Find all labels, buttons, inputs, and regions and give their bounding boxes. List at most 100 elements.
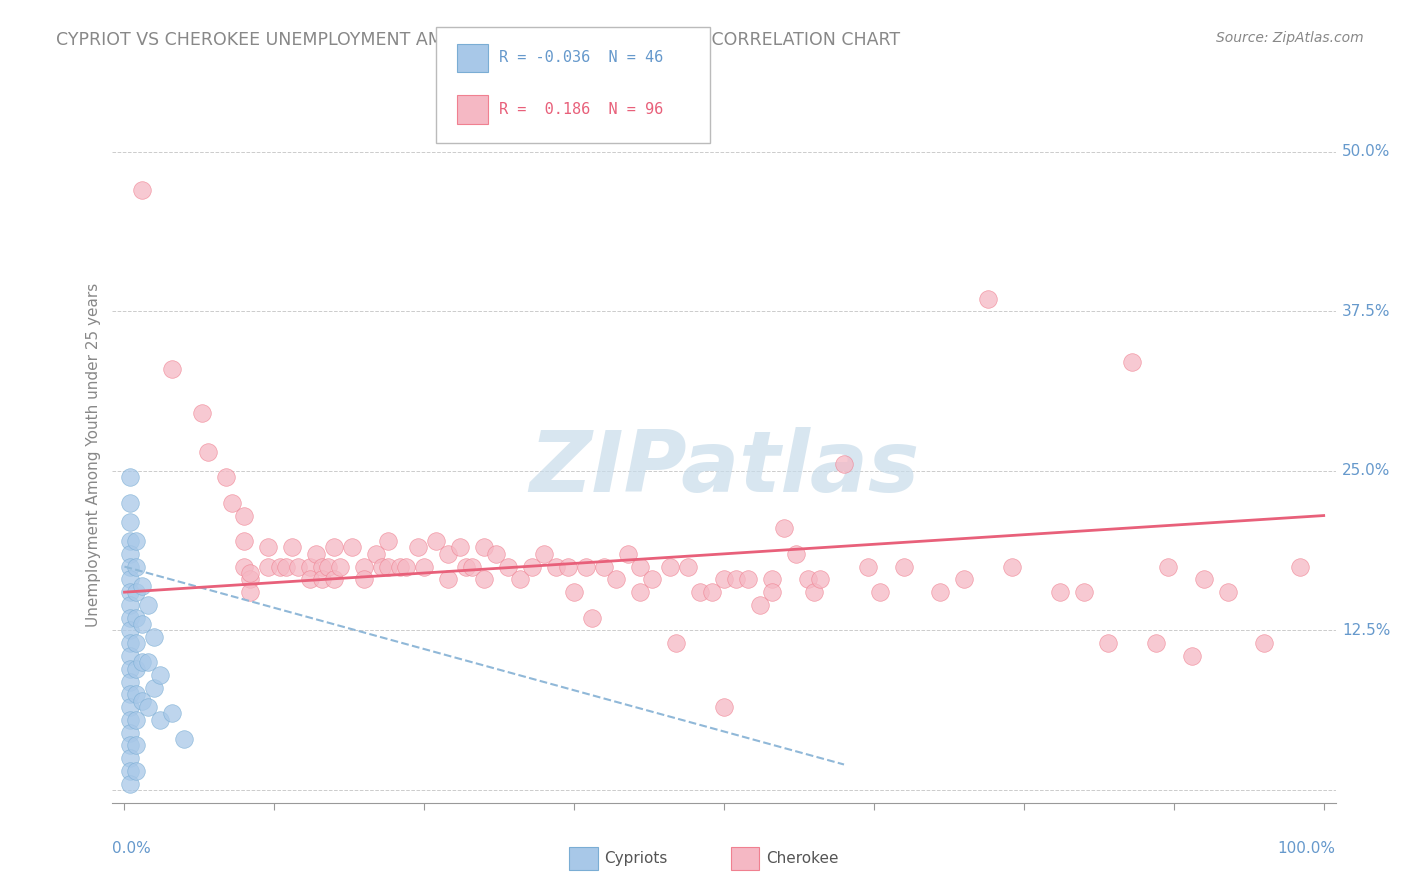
- Point: [353, 559, 375, 574]
- Point: [562, 585, 585, 599]
- Point: [143, 681, 166, 695]
- Text: 37.5%: 37.5%: [1341, 304, 1391, 318]
- Point: [120, 610, 142, 624]
- Point: [1253, 636, 1275, 650]
- Point: [472, 541, 495, 555]
- Point: [125, 739, 148, 753]
- Point: [797, 573, 820, 587]
- Text: ZIPatlas: ZIPatlas: [529, 427, 920, 510]
- Point: [1144, 636, 1167, 650]
- Point: [575, 559, 598, 574]
- Point: [737, 573, 759, 587]
- Point: [131, 183, 153, 197]
- Point: [257, 541, 280, 555]
- Point: [1073, 585, 1095, 599]
- Point: [1049, 585, 1071, 599]
- Text: 100.0%: 100.0%: [1278, 841, 1336, 856]
- Point: [449, 541, 471, 555]
- Text: 12.5%: 12.5%: [1341, 623, 1391, 638]
- Point: [413, 559, 436, 574]
- Point: [869, 585, 891, 599]
- Point: [125, 687, 148, 701]
- Point: [120, 687, 142, 701]
- Point: [233, 534, 256, 549]
- Point: [239, 573, 262, 587]
- Point: [233, 559, 256, 574]
- Point: [257, 559, 280, 574]
- Point: [149, 668, 172, 682]
- Point: [953, 573, 976, 587]
- Point: [311, 559, 333, 574]
- Point: [377, 559, 399, 574]
- Point: [120, 700, 142, 714]
- Point: [461, 559, 484, 574]
- Point: [120, 739, 142, 753]
- Text: R =  0.186  N = 96: R = 0.186 N = 96: [499, 102, 664, 117]
- Point: [191, 406, 214, 420]
- Point: [120, 777, 142, 791]
- Point: [456, 559, 478, 574]
- Point: [120, 573, 142, 587]
- Point: [581, 610, 603, 624]
- Point: [269, 559, 291, 574]
- Point: [437, 573, 460, 587]
- Point: [659, 559, 682, 574]
- Point: [125, 534, 148, 549]
- Point: [221, 496, 243, 510]
- Point: [628, 559, 651, 574]
- Point: [929, 585, 952, 599]
- Point: [689, 585, 711, 599]
- Point: [803, 585, 825, 599]
- Text: 50.0%: 50.0%: [1341, 145, 1391, 159]
- Point: [233, 508, 256, 523]
- Point: [197, 444, 219, 458]
- Point: [120, 636, 142, 650]
- Point: [305, 547, 328, 561]
- Point: [131, 617, 153, 632]
- Text: Source: ZipAtlas.com: Source: ZipAtlas.com: [1216, 31, 1364, 45]
- Point: [342, 541, 364, 555]
- Point: [120, 713, 142, 727]
- Point: [131, 694, 153, 708]
- Y-axis label: Unemployment Among Youth under 25 years: Unemployment Among Youth under 25 years: [86, 283, 101, 627]
- Point: [120, 547, 142, 561]
- Point: [120, 470, 142, 484]
- Point: [120, 674, 142, 689]
- Point: [593, 559, 616, 574]
- Point: [1192, 573, 1215, 587]
- Point: [617, 547, 640, 561]
- Point: [1001, 559, 1024, 574]
- Point: [1216, 585, 1239, 599]
- Point: [509, 573, 531, 587]
- Point: [371, 559, 394, 574]
- Point: [287, 559, 309, 574]
- Point: [785, 547, 807, 561]
- Point: [162, 361, 184, 376]
- Point: [1157, 559, 1180, 574]
- Point: [125, 662, 148, 676]
- Point: [138, 700, 160, 714]
- Point: [239, 585, 262, 599]
- Point: [120, 534, 142, 549]
- Point: [366, 547, 388, 561]
- Point: [125, 559, 148, 574]
- Point: [533, 547, 555, 561]
- Point: [713, 700, 735, 714]
- Point: [725, 573, 748, 587]
- Point: [1288, 559, 1310, 574]
- Point: [893, 559, 915, 574]
- Point: [120, 662, 142, 676]
- Point: [120, 648, 142, 663]
- Point: [299, 559, 322, 574]
- Text: 25.0%: 25.0%: [1341, 463, 1391, 478]
- Point: [761, 573, 783, 587]
- Point: [749, 598, 772, 612]
- Point: [977, 292, 1000, 306]
- Text: R = -0.036  N = 46: R = -0.036 N = 46: [499, 51, 664, 65]
- Point: [1121, 355, 1143, 369]
- Point: [120, 725, 142, 739]
- Point: [605, 573, 627, 587]
- Point: [808, 573, 831, 587]
- Point: [713, 573, 735, 587]
- Point: [676, 559, 699, 574]
